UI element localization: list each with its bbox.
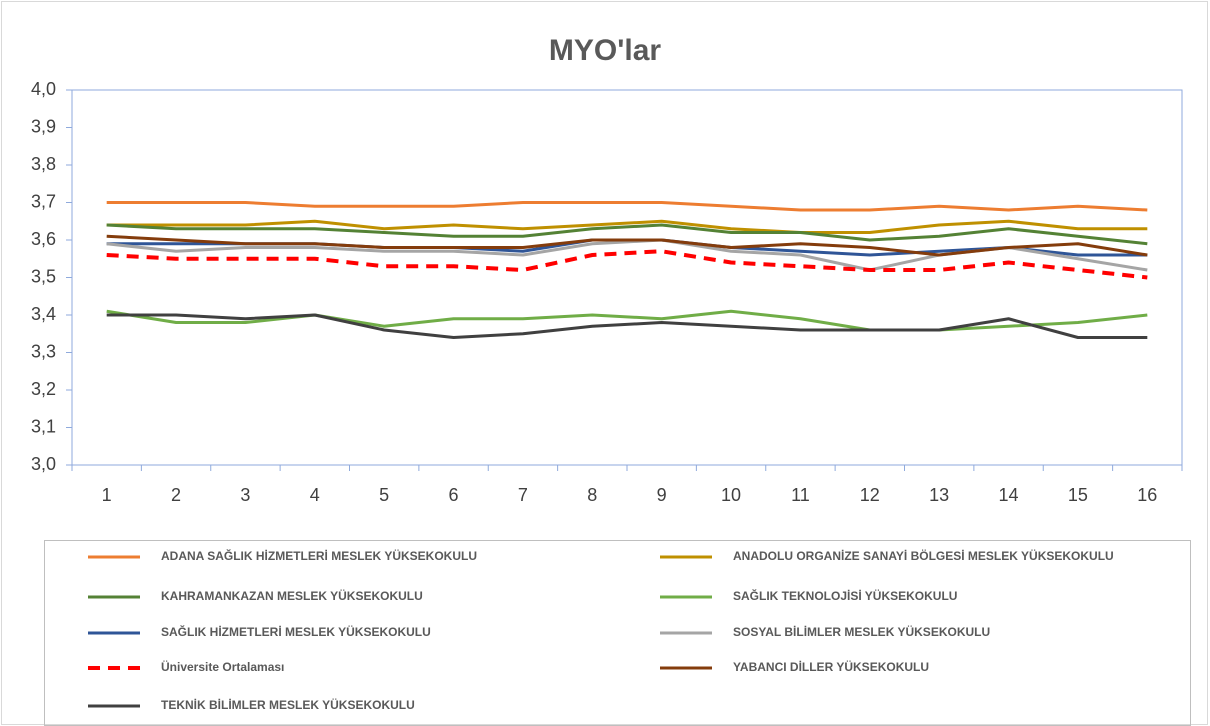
x-tick-label: 1 [102, 485, 112, 505]
legend-label: YABANCI DİLLER YÜKSEKOKULU [733, 659, 929, 674]
x-tick-label: 4 [310, 485, 320, 505]
series-line [106, 219, 1148, 234]
series-line [106, 201, 1148, 212]
series-line [106, 234, 1148, 257]
series-line [106, 309, 1148, 332]
x-tick-label: 10 [721, 485, 741, 505]
y-tick-label: 3,7 [31, 191, 56, 211]
legend-label: TEKNİK BİLİMLER MESLEK YÜKSEKOKULU [161, 697, 415, 712]
x-tick-label: 7 [518, 485, 528, 505]
y-tick-label: 3,1 [31, 416, 56, 436]
y-tick-label: 4,0 [31, 79, 56, 99]
legend-label: SOSYAL BİLİMLER MESLEK YÜKSEKOKULU [733, 624, 990, 639]
y-tick-label: 3,3 [31, 341, 56, 361]
y-tick-label: 3,4 [31, 304, 56, 324]
x-tick-label: 5 [379, 485, 389, 505]
x-tick-label: 12 [860, 485, 880, 505]
y-tick-label: 3,0 [31, 454, 56, 474]
legend-label: SAĞLIK HİZMETLERİ MESLEK YÜKSEKOKULU [161, 624, 431, 639]
y-tick-label: 3,6 [31, 229, 56, 249]
series-line [106, 249, 1148, 280]
x-tick-label: 8 [587, 485, 597, 505]
x-tick-label: 9 [657, 485, 667, 505]
legend-label: SAĞLIK TEKNOLOJİSİ YÜKSEKOKULU [733, 588, 957, 603]
x-tick-label: 11 [791, 485, 810, 505]
legend-label: Üniversite Ortalaması [161, 659, 284, 674]
x-tick-label: 13 [929, 485, 949, 505]
x-tick-label: 14 [999, 485, 1019, 505]
x-tick-label: 2 [171, 485, 181, 505]
legend-label: ANADOLU ORGANİZE SANAYİ BÖLGESİ MESLEK Y… [733, 548, 1114, 563]
y-tick-label: 3,2 [31, 379, 56, 399]
x-tick-label: 15 [1068, 485, 1088, 505]
chart-title: MYO'lar [549, 34, 661, 67]
x-tick-label: 16 [1137, 485, 1157, 505]
series-line [106, 313, 1148, 339]
series-line [106, 223, 1148, 246]
y-tick-label: 3,5 [31, 266, 56, 286]
x-tick-label: 6 [449, 485, 459, 505]
y-tick-label: 3,8 [31, 154, 56, 174]
y-tick-label: 3,9 [31, 116, 56, 136]
legend-label: KAHRAMANKAZAN MESLEK YÜKSEKOKULU [161, 588, 423, 603]
x-tick-label: 3 [240, 485, 250, 505]
legend-label: ADANA SAĞLIK HİZMETLERİ MESLEK YÜKSEKOKU… [161, 548, 477, 563]
